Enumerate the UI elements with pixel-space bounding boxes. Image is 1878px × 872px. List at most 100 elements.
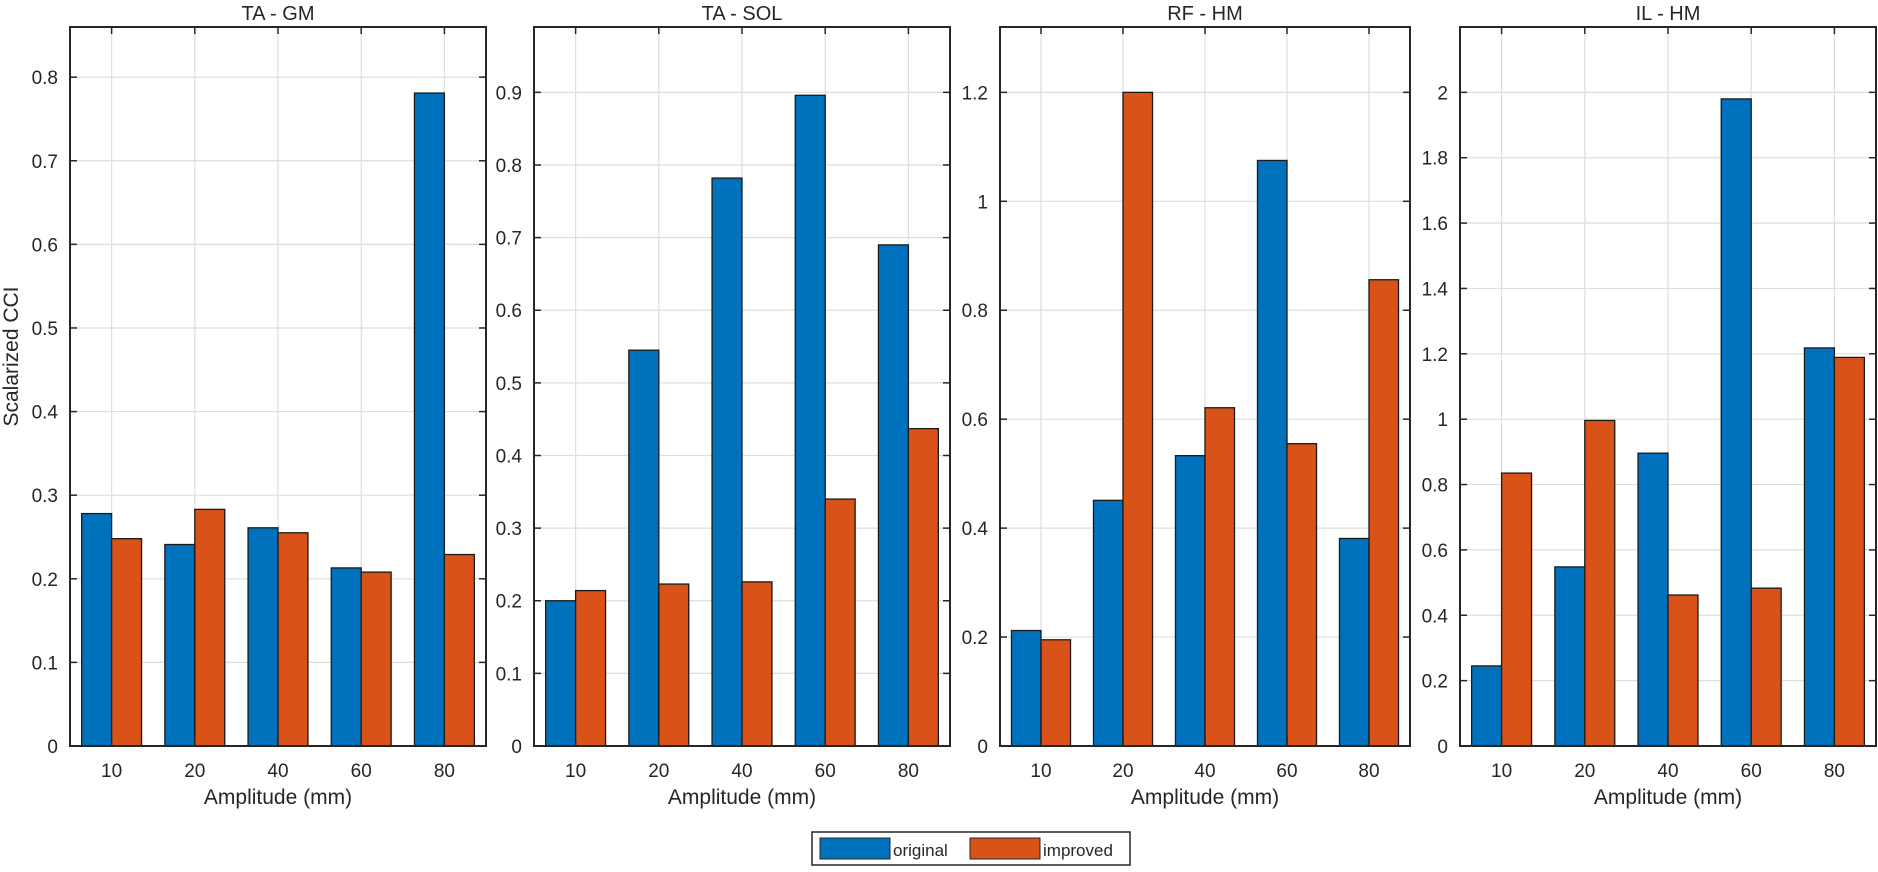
subplot-title: TA - SOL [702,3,783,25]
y-tick-label: 1.2 [962,83,988,104]
subplot-3: 0 0.2 0.4 0.6 0.8 1 1.2 10 20 40 60 80 RF - HM Amplit… [962,3,1411,809]
legend-swatch-original [819,837,891,860]
y-tick-label: 0.4 [962,519,989,540]
bar-original-60 [794,94,826,747]
x-axis-label: Amplitude (mm) [1131,786,1279,809]
y-tick-label: 2 [1437,83,1448,104]
x-tick-label: 80 [898,761,919,782]
x-tick-label: 60 [1741,761,1762,782]
y-tick-label: 0.2 [1422,672,1448,693]
bar-improved-20 [1122,91,1154,747]
x-axis-label: Amplitude (mm) [1594,786,1742,809]
y-tick-label: 0.5 [496,374,522,395]
bar-original-20 [164,543,196,747]
bar-improved-10 [110,538,143,747]
bar-original-20 [628,349,660,747]
bar-improved-60 [824,498,856,747]
bar-improved-20 [658,583,690,747]
bar-improved-60 [1750,587,1782,747]
x-tick-label: 80 [1824,761,1845,782]
bar-original-10 [544,600,577,747]
bar-original-20 [1092,499,1124,747]
subplot-2: 0 0.1 0.2 0.3 0.4 0.5 0.6 0.7 0.8 0.9 10 20 40 60 80 TA… [496,3,951,809]
bar-original-80 [877,244,910,747]
x-tick-label: 20 [648,761,669,782]
y-tick-label: 0.5 [32,319,58,340]
legend-label-original: original [893,841,948,860]
y-tick-label: 0.4 [1422,606,1449,627]
y-tick-label: 1 [977,192,988,213]
x-tick-label: 40 [267,761,288,782]
subplot-4: 0 0.2 0.4 0.6 0.8 1 1.2 1.4 1.6 1.8 2 10 20 40 60 80 IL … [1422,3,1877,809]
legend: original improved [811,831,1131,866]
bar-improved-80 [907,427,940,747]
y-tick-label: 0.8 [962,301,988,322]
subplot-1: 0 0.1 0.2 0.3 0.4 0.5 0.6 0.7 0.8 10 20 40 60 80 TA - … [0,3,487,809]
bar-improved-80 [1368,279,1400,747]
y-tick-label: 0.6 [962,410,988,431]
subplot-title: RF - HM [1167,3,1243,25]
x-tick-label: 10 [565,761,586,782]
x-tick-label: 10 [1030,761,1051,782]
bar-improved-40 [1204,407,1236,747]
y-tick-label: 0.3 [32,486,58,507]
y-tick-label: 0.7 [496,229,522,250]
bar-improved-40 [741,581,773,747]
y-tick-label: 1.4 [1422,279,1449,300]
y-tick-label: 0.2 [32,570,58,591]
bar-improved-40 [1667,594,1699,747]
bar-original-40 [711,177,743,747]
y-tick-label: 0 [511,737,522,758]
bar-original-80 [1338,537,1370,747]
subplot-title: TA - GM [242,3,315,25]
y-tick-label: 1.6 [1422,214,1448,235]
x-tick-label: 10 [1491,761,1512,782]
bar-original-80 [413,92,446,747]
bar-improved-60 [360,571,392,747]
y-tick-label: 0.2 [962,628,988,649]
x-tick-label: 20 [1112,761,1133,782]
y-tick-label: 0 [977,737,988,758]
y-tick-label: 0.1 [496,664,522,685]
y-tick-label: 0.8 [496,156,522,177]
y-tick-label: 0.6 [32,235,58,256]
bar-original-40 [247,527,279,747]
bar-improved-60 [1286,443,1318,747]
y-tick-label: 1.8 [1422,149,1448,170]
y-tick-label: 0 [47,737,58,758]
y-tick-label: 0.8 [1422,476,1448,497]
y-tick-label: 0.7 [32,152,58,173]
y-tick-label: 0.4 [32,403,59,424]
y-tick-label: 1 [1437,410,1448,431]
bar-original-10 [1470,665,1503,747]
bar-original-60 [1720,98,1752,747]
y-tick-label: 1.2 [1422,345,1448,366]
bar-original-80 [1803,347,1836,747]
y-tick-label: 0.4 [496,446,523,467]
bar-improved-10 [574,589,607,747]
y-tick-label: 0.9 [496,83,522,104]
bar-original-40 [1637,452,1669,747]
x-tick-label: 20 [184,761,205,782]
bar-original-60 [1256,159,1288,747]
bar-original-20 [1554,566,1586,747]
x-tick-label: 60 [815,761,836,782]
x-tick-label: 40 [1657,761,1678,782]
legend-label-improved: improved [1043,841,1113,860]
y-tick-label: 0.2 [496,592,522,613]
y-tick-label: 0 [1437,737,1448,758]
x-tick-label: 80 [1358,761,1379,782]
x-tick-label: 60 [1276,761,1297,782]
bar-improved-20 [194,508,226,747]
x-tick-label: 80 [434,761,455,782]
bar-improved-80 [443,553,476,747]
bar-improved-20 [1584,419,1616,747]
x-tick-label: 20 [1574,761,1595,782]
x-axis-label: Amplitude (mm) [204,786,352,809]
bar-original-10 [1010,629,1042,747]
y-tick-label: 0.3 [496,519,522,540]
y-tick-label: 0.6 [1422,541,1448,562]
y-tick-label: 0.1 [32,653,58,674]
